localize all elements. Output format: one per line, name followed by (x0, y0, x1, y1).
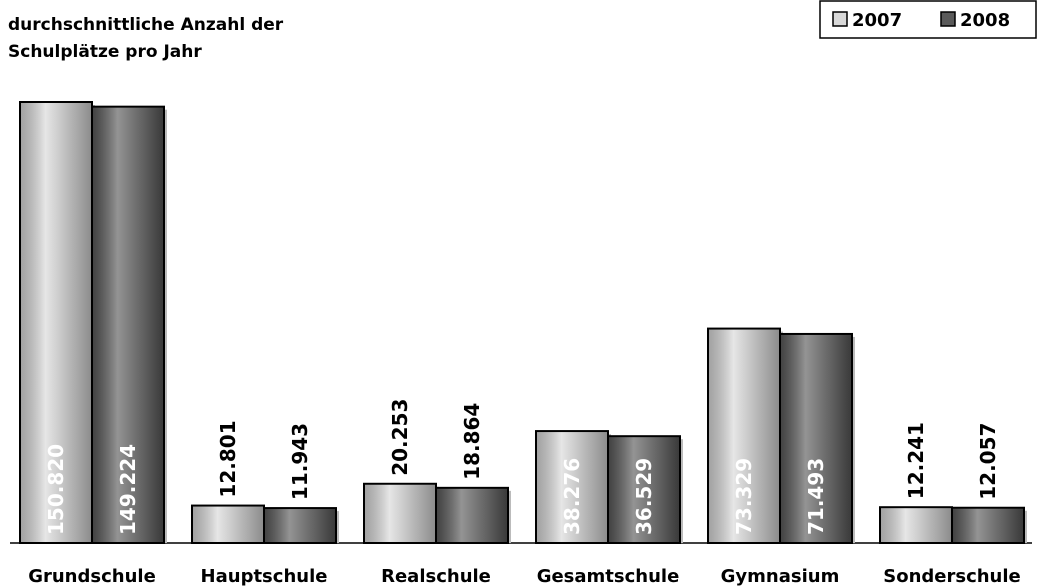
bar-shine (781, 334, 851, 542)
data-label: 73.329 (732, 458, 756, 535)
x-tick-label: Gymnasium (721, 566, 840, 586)
chart-title: Schulplätze pro Jahr (8, 42, 202, 62)
bar-shine (881, 508, 951, 542)
data-label: 71.493 (804, 458, 828, 535)
x-tick-label: Gesamtschule (537, 566, 680, 586)
bar-shine (537, 432, 607, 542)
bar-shine (953, 508, 1023, 542)
data-label: 12.057 (976, 423, 1000, 500)
legend-swatch (940, 11, 956, 27)
data-label: 36.529 (632, 458, 656, 535)
bar-shine (265, 509, 335, 542)
bar-shine (93, 107, 163, 543)
data-label: 18.864 (460, 403, 484, 480)
data-label: 12.801 (216, 420, 240, 497)
data-label: 12.241 (904, 422, 928, 499)
legend-label: 2008 (960, 10, 1010, 31)
chart-title: durchschnittliche Anzahl der (8, 15, 284, 35)
bar-shine (365, 484, 435, 542)
bar-shine (193, 506, 263, 542)
data-label: 149.224 (116, 444, 140, 535)
data-label: 11.943 (288, 423, 312, 500)
x-tick-label: Grundschule (28, 566, 156, 586)
bar-shine (609, 437, 679, 542)
bar-shine (21, 103, 91, 542)
bar-shine (709, 329, 779, 542)
legend-swatch (832, 11, 848, 27)
x-tick-label: Realschule (381, 566, 491, 586)
x-tick-label: Sonderschule (883, 566, 1021, 586)
legend-label: 2007 (852, 10, 902, 31)
x-tick-label: Hauptschule (201, 566, 328, 586)
data-label: 150.820 (44, 444, 68, 535)
data-label: 38.276 (560, 458, 584, 535)
legend-box (819, 0, 1037, 39)
bar-shine (437, 488, 507, 542)
data-label: 20.253 (388, 399, 412, 476)
